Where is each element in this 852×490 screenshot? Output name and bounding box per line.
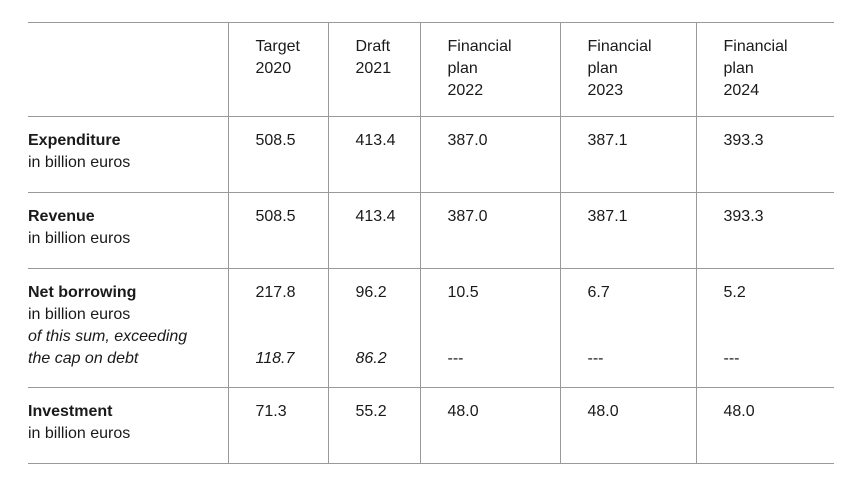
cell-note-value: 118.7: [255, 350, 295, 367]
cell-value: 6.7: [587, 284, 610, 301]
cell-value: 393.3: [695, 192, 834, 269]
cell-value-group: 6.7 ---: [559, 268, 696, 388]
cell-value: 48.0: [695, 387, 834, 464]
cell-value: 387.1: [559, 192, 696, 269]
budget-table: Target 2020 Draft 2021 Financial plan 20…: [28, 22, 834, 464]
cell-value: 48.0: [559, 387, 696, 464]
header-draft-2021: Draft 2021: [327, 22, 420, 117]
header-financial-plan-2022: Financial plan 2022: [419, 22, 560, 117]
row-sublabel: in billion euros: [28, 425, 131, 442]
header-empty-cell: [28, 23, 228, 117]
row-revenue: Revenue in billion euros 508.5 413.4 387…: [28, 192, 834, 269]
cell-note-value: ---: [587, 350, 604, 367]
row-investment: Investment in billion euros 71.3 55.2 48…: [28, 387, 834, 464]
row-label: Net borrowing: [28, 284, 137, 301]
cell-value: 508.5: [227, 192, 328, 269]
cell-note-value: 86.2: [355, 350, 387, 367]
cell-value: 387.1: [559, 116, 696, 193]
cell-note-value: ---: [723, 350, 740, 367]
cell-value: 48.0: [419, 387, 560, 464]
row-label-cell: Expenditure in billion euros: [28, 117, 228, 193]
cell-value: 387.0: [419, 192, 560, 269]
row-sublabel: in billion euros: [28, 154, 131, 171]
header-row: Target 2020 Draft 2021 Financial plan 20…: [28, 22, 834, 117]
cell-note-value: ---: [447, 350, 464, 367]
cell-value: 71.3: [227, 387, 328, 464]
row-label: Expenditure: [28, 132, 121, 149]
row-expenditure: Expenditure in billion euros 508.5 413.4…: [28, 116, 834, 193]
cell-value: 508.5: [227, 116, 328, 193]
row-label-cell: Revenue in billion euros: [28, 193, 228, 269]
cell-value: 413.4: [327, 116, 420, 193]
cell-value: 413.4: [327, 192, 420, 269]
row-label-cell: Investment in billion euros: [28, 388, 228, 464]
cell-value: 96.2: [355, 284, 387, 301]
cell-value-group: 10.5 ---: [419, 268, 560, 388]
cell-value: 10.5: [447, 284, 479, 301]
cell-value: 5.2: [723, 284, 746, 301]
header-financial-plan-2024: Financial plan 2024: [695, 22, 834, 117]
cell-value-group: 217.8 118.7: [227, 268, 328, 388]
cell-value-group: 5.2 ---: [695, 268, 834, 388]
cell-value: 217.8: [255, 284, 296, 301]
row-net-borrowing: Net borrowing in billion euros of this s…: [28, 268, 834, 388]
row-sublabel: in billion euros: [28, 306, 131, 323]
cell-value-group: 96.2 86.2: [327, 268, 420, 388]
header-financial-plan-2023: Financial plan 2023: [559, 22, 696, 117]
row-label-cell: Net borrowing in billion euros of this s…: [28, 269, 228, 388]
cell-value: 387.0: [419, 116, 560, 193]
cell-value: 55.2: [327, 387, 420, 464]
header-target-2020: Target 2020: [227, 22, 328, 117]
row-label: Investment: [28, 403, 113, 420]
row-note: of this sum, exceeding the cap on debt: [28, 328, 188, 367]
row-label: Revenue: [28, 208, 95, 225]
cell-value: 393.3: [695, 116, 834, 193]
row-sublabel: in billion euros: [28, 230, 131, 247]
